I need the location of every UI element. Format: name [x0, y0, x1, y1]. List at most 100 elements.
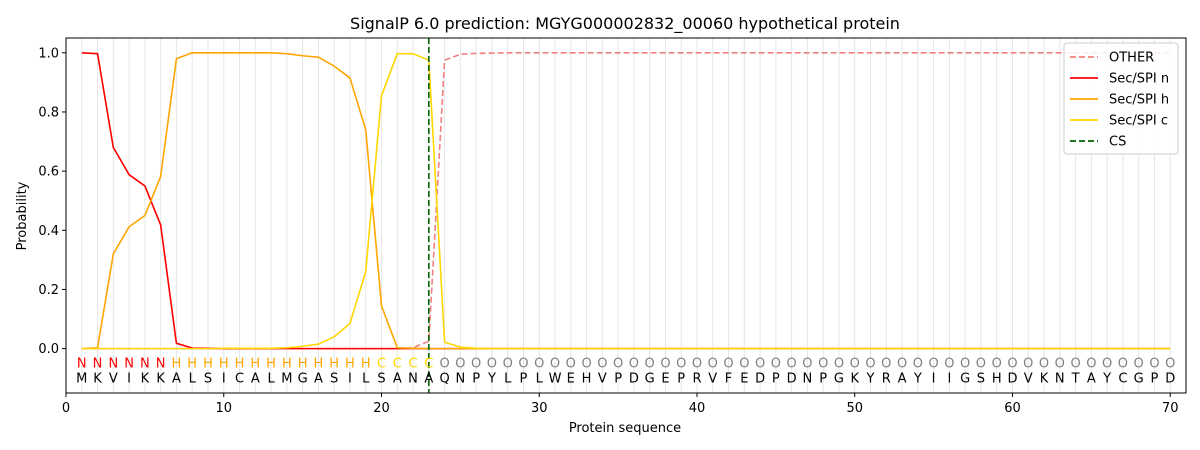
residue-label: S [330, 372, 338, 387]
y-tick-label: 0.2 [38, 283, 59, 298]
legend-entry: Sec/SPI h [1109, 93, 1169, 108]
region-label: O [771, 357, 781, 372]
region-label: O [518, 357, 528, 372]
region-label: O [692, 357, 702, 372]
region-label: N [93, 357, 103, 372]
residue-label: I [127, 372, 131, 387]
region-label: O [597, 357, 607, 372]
chart-title: SignalP 6.0 prediction: MGYG000002832_00… [350, 14, 900, 34]
residue-label: L [267, 372, 275, 387]
legend-entry: CS [1109, 135, 1126, 150]
residue-label: D [1165, 372, 1175, 387]
residue-label: R [882, 372, 891, 387]
x-tick-label: 10 [215, 401, 232, 416]
region-label: H [298, 357, 308, 372]
region-label: O [629, 357, 639, 372]
series-lines [81, 51, 1171, 350]
region-label: O [613, 357, 623, 372]
region-label: O [503, 357, 513, 372]
region-label: O [1134, 357, 1144, 372]
region-label: H [172, 357, 182, 372]
residue-label: S [977, 372, 985, 387]
region-label: O [897, 357, 907, 372]
region-label: O [1055, 357, 1065, 372]
residue-label: M [281, 372, 292, 387]
residue-label: G [645, 372, 655, 387]
residue-label: R [692, 372, 701, 387]
residue-label: L [536, 372, 544, 387]
residue-label: I [932, 372, 936, 387]
x-tick-label: 50 [846, 401, 863, 416]
residue-label: Y [487, 372, 496, 387]
region-label: O [471, 357, 481, 372]
region-label: O [1118, 357, 1128, 372]
plot-frame [65, 37, 1187, 394]
region-label: O [755, 357, 765, 372]
residue-label: D [629, 372, 639, 387]
residue-label: A [393, 372, 402, 387]
region-label: O [1102, 357, 1112, 372]
region-label: O [566, 357, 576, 372]
region-label: O [960, 357, 970, 372]
region-label: H [329, 357, 339, 372]
residue-label: V [598, 372, 607, 387]
region-label: O [676, 357, 686, 372]
region-label: O [723, 357, 733, 372]
y-tick-label: 1.0 [38, 46, 59, 61]
x-tick-label: 60 [1004, 401, 1021, 416]
legend-entry: Sec/SPI c [1109, 114, 1168, 129]
residue-label: S [377, 372, 385, 387]
residue-label: I [348, 372, 352, 387]
residue-label: F [725, 372, 732, 387]
residue-label: H [582, 372, 592, 387]
residue-label: A [898, 372, 907, 387]
y-tick-label: 0.8 [38, 105, 59, 120]
residue-label: A [424, 372, 433, 387]
y-axis-label: Probability [15, 181, 30, 250]
region-label: O [1086, 357, 1096, 372]
residue-label: D [755, 372, 765, 387]
residue-label: V [708, 372, 717, 387]
region-label: O [534, 357, 544, 372]
region-label: O [739, 357, 749, 372]
region-label: O [455, 357, 465, 372]
x-tick-label: 0 [62, 401, 70, 416]
residue-label: N [455, 372, 465, 387]
residue-label: N [803, 372, 813, 387]
residue-label: M [76, 372, 87, 387]
y-axis-ticks: 0.0 0.2 0.4 0.6 0.8 1.0 [38, 46, 66, 357]
region-label: N [140, 357, 150, 372]
region-label: C [377, 357, 386, 372]
region-label: O [787, 357, 797, 372]
residue-label: P [472, 372, 480, 387]
residue-label: Y [913, 372, 922, 387]
region-label: O [645, 357, 655, 372]
region-label: O [834, 357, 844, 372]
x-tick-label: 30 [531, 401, 548, 416]
residue-label: A [1087, 372, 1096, 387]
region-label: H [282, 357, 292, 372]
residue-label: K [141, 372, 150, 387]
region-label: O [992, 357, 1002, 372]
residue-label: A [251, 372, 260, 387]
region-label: N [108, 357, 118, 372]
residue-label: P [772, 372, 780, 387]
residue-label: V [109, 372, 118, 387]
residue-label: P [520, 372, 528, 387]
region-label: N [124, 357, 134, 372]
region-label: O [1039, 357, 1049, 372]
residue-label: L [504, 372, 512, 387]
region-label: O [976, 357, 986, 372]
y-tick-label: 0.4 [38, 224, 59, 239]
series-line-sec-spi-n [81, 51, 1171, 350]
residue-label: L [189, 372, 197, 387]
residue-label: G [1134, 372, 1144, 387]
residue-label: G [834, 372, 844, 387]
region-label: O [1070, 357, 1080, 372]
region-label: H [235, 357, 245, 372]
region-label: O [850, 357, 860, 372]
residue-label: K [93, 372, 102, 387]
residue-label: Y [866, 372, 875, 387]
series-line-other [81, 51, 1171, 350]
